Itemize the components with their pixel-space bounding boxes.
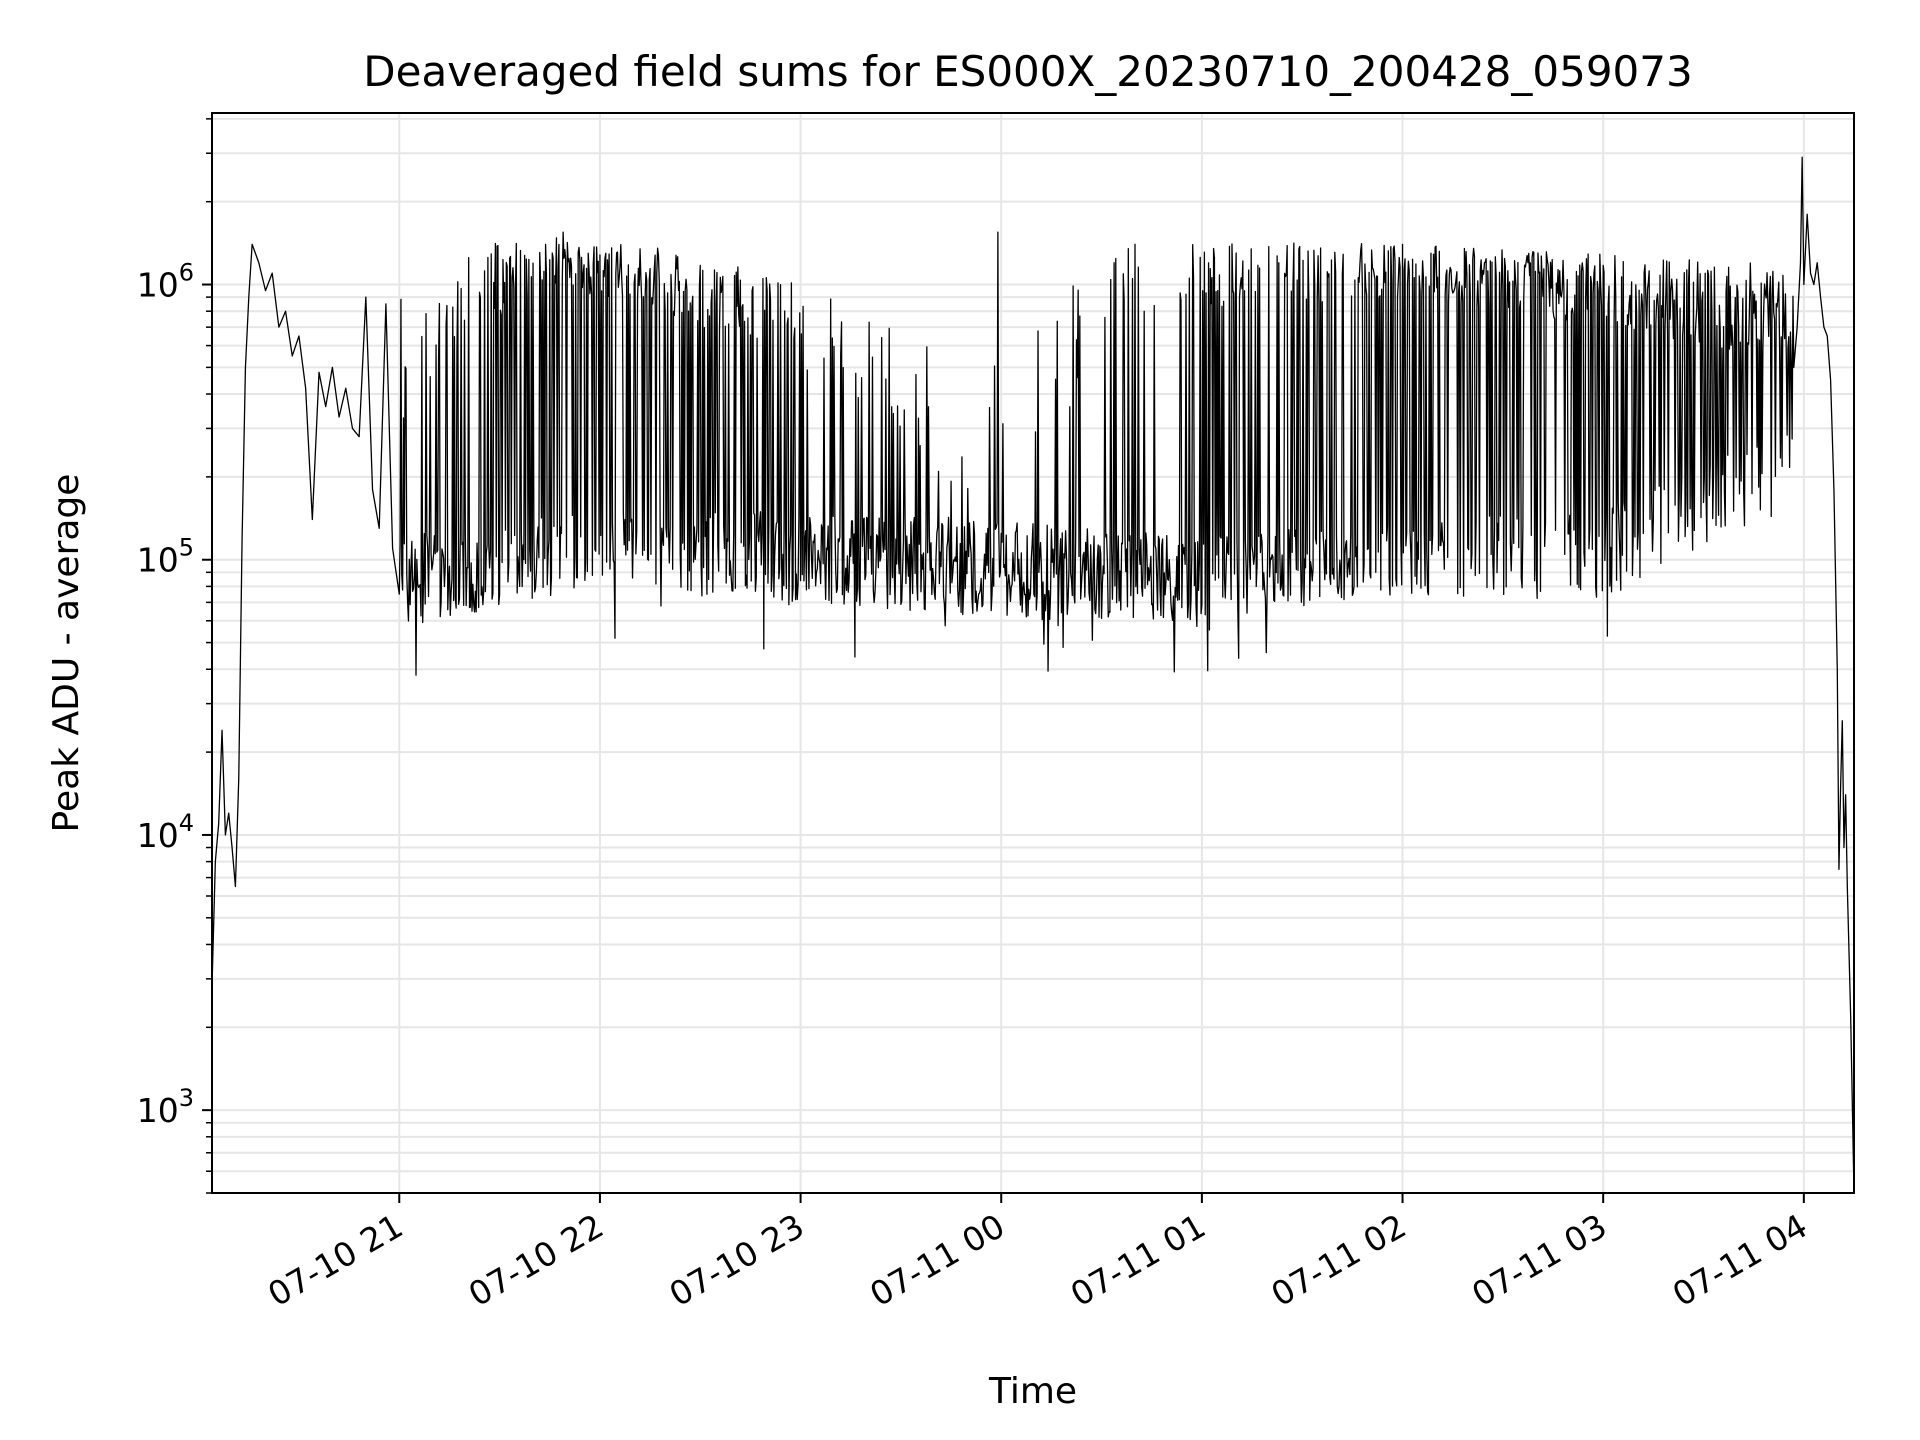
y-tick-label: 104 [137,809,194,855]
y-tick-label: 106 [137,259,194,305]
series-line [211,156,1855,1194]
y-axis-title: Peak ADU - average [46,474,87,833]
chart-title: Deaveraged field sums for ES000X_2023071… [363,47,1692,96]
y-tick-label: 105 [137,534,194,580]
series-layer [211,156,1855,1194]
y-axis: 103 104 105 106 [137,118,212,1194]
y-tick-label: 103 [137,1084,194,1130]
plot-frame [211,112,1855,1194]
x-axis-title: Time [988,1371,1077,1412]
